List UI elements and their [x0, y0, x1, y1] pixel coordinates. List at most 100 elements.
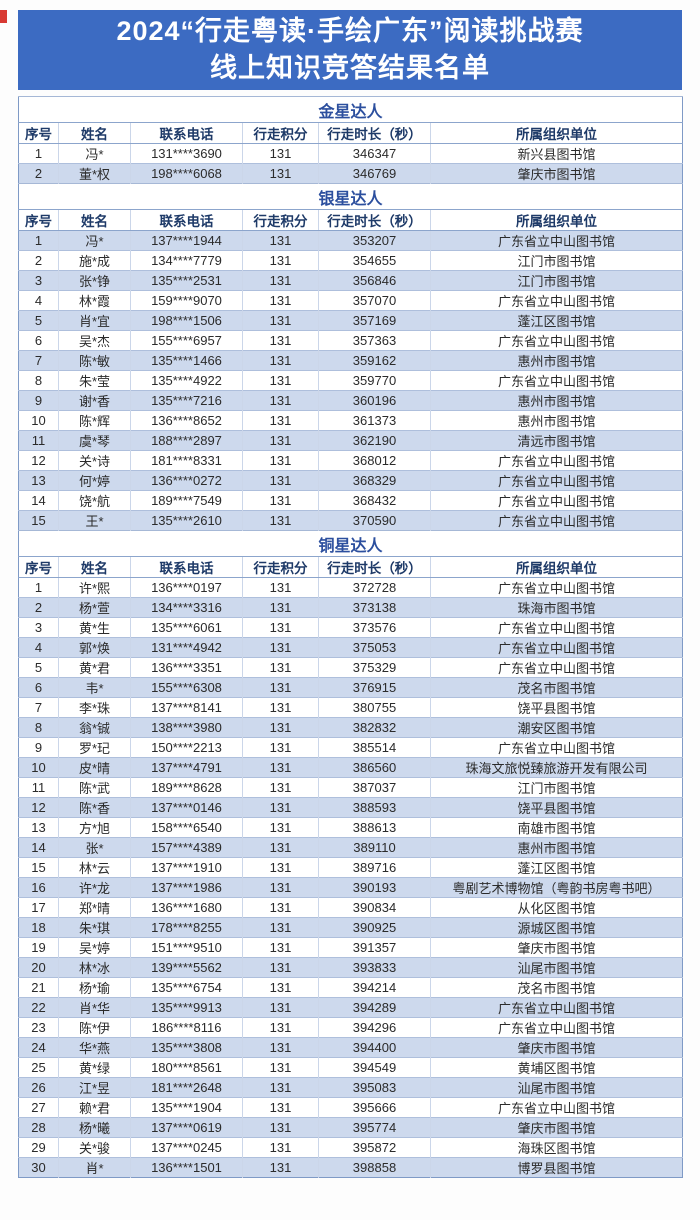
table-row: 2 施*成 134****7779 131 354655 江门市图书馆 — [18, 250, 683, 271]
cell-index: 12 — [18, 797, 59, 818]
cell-name: 肖*华 — [58, 997, 131, 1018]
table-row: 9 谢*香 135****7216 131 360196 惠州市图书馆 — [18, 390, 683, 411]
cell-points: 131 — [242, 270, 319, 291]
cell-name: 吴*婷 — [58, 937, 131, 958]
cell-points: 131 — [242, 997, 319, 1018]
results-table-container: 金星达人 序号 姓名 联系电话 行走积分 行走时长（秒） 所属组织单位 1 冯* 131****3… — [18, 96, 684, 1178]
table-row: 8 翁*铖 138****3980 131 382832 潮安区图书馆 — [18, 717, 683, 738]
column-header: 姓名 — [58, 122, 131, 144]
cell-index: 4 — [18, 290, 59, 311]
cell-org: 汕尾市图书馆 — [429, 1077, 683, 1098]
table-row: 1 许*熙 136****0197 131 372728 广东省立中山图书馆 — [18, 577, 683, 598]
cell-org: 广东省立中山图书馆 — [429, 737, 683, 758]
cell-index: 17 — [18, 897, 59, 918]
table-row: 29 关*骏 137****0245 131 395872 海珠区图书馆 — [18, 1137, 683, 1158]
cell-index: 24 — [18, 1037, 59, 1058]
cell-org: 饶平县图书馆 — [429, 797, 683, 818]
column-header: 行走积分 — [242, 556, 319, 578]
cell-org: 蓬江区图书馆 — [429, 310, 683, 331]
cell-points: 131 — [242, 737, 319, 758]
cell-duration: 368432 — [318, 490, 431, 511]
cell-duration: 395774 — [318, 1117, 431, 1138]
cell-points: 131 — [242, 877, 319, 898]
cell-org: 广东省立中山图书馆 — [429, 617, 683, 638]
cell-points: 131 — [242, 350, 319, 371]
cell-phone: 137****1986 — [130, 877, 243, 898]
cell-duration: 359770 — [318, 370, 431, 391]
cell-phone: 135****2531 — [130, 270, 243, 291]
cell-org: 惠州市图书馆 — [429, 350, 683, 371]
cell-phone: 159****9070 — [130, 290, 243, 311]
table-row: 6 韦* 155****6308 131 376915 茂名市图书馆 — [18, 677, 683, 698]
cell-org: 肇庆市图书馆 — [429, 163, 683, 184]
cell-duration: 395083 — [318, 1077, 431, 1098]
cell-duration: 353207 — [318, 230, 431, 251]
cell-points: 131 — [242, 143, 319, 164]
cell-index: 10 — [18, 757, 59, 778]
table-row: 7 陈*敏 135****1466 131 359162 惠州市图书馆 — [18, 350, 683, 371]
cell-duration: 390193 — [318, 877, 431, 898]
cell-phone: 137****1944 — [130, 230, 243, 251]
cell-name: 王* — [58, 510, 131, 531]
cell-name: 陈*武 — [58, 777, 131, 798]
cell-duration: 388593 — [318, 797, 431, 818]
cell-duration: 356846 — [318, 270, 431, 291]
cell-points: 131 — [242, 230, 319, 251]
cell-name: 施*成 — [58, 250, 131, 271]
cell-index: 7 — [18, 697, 59, 718]
cell-duration: 385514 — [318, 737, 431, 758]
cell-org: 从化区图书馆 — [429, 897, 683, 918]
cell-points: 131 — [242, 310, 319, 331]
cell-phone: 135****1466 — [130, 350, 243, 371]
cell-org: 饶平县图书馆 — [429, 697, 683, 718]
cell-phone: 136****1680 — [130, 897, 243, 918]
cell-org: 惠州市图书馆 — [429, 390, 683, 411]
table-row: 5 肖*宜 198****1506 131 357169 蓬江区图书馆 — [18, 310, 683, 331]
cell-duration: 359162 — [318, 350, 431, 371]
table-row: 13 方*旭 158****6540 131 388613 南雄市图书馆 — [18, 817, 683, 838]
cell-points: 131 — [242, 250, 319, 271]
cell-points: 131 — [242, 1037, 319, 1058]
cell-name: 林*冰 — [58, 957, 131, 978]
cell-duration: 390834 — [318, 897, 431, 918]
cell-phone: 136****0272 — [130, 470, 243, 491]
cell-name: 朱*琪 — [58, 917, 131, 938]
cell-points: 131 — [242, 163, 319, 184]
cell-name: 赖*君 — [58, 1097, 131, 1118]
table-row: 16 许*龙 137****1986 131 390193 粤剧艺术博物馆（粤韵书房粤书吧… — [18, 877, 683, 898]
column-header-row: 序号 姓名 联系电话 行走积分 行走时长（秒） 所属组织单位 — [18, 556, 683, 578]
table-row: 14 饶*航 189****7549 131 368432 广东省立中山图书馆 — [18, 490, 683, 511]
cell-points: 131 — [242, 697, 319, 718]
cell-phone: 189****8628 — [130, 777, 243, 798]
table-row: 28 杨*曦 137****0619 131 395774 肇庆市图书馆 — [18, 1117, 683, 1138]
cell-org: 广东省立中山图书馆 — [429, 450, 683, 471]
table-row: 11 陈*武 189****8628 131 387037 江门市图书馆 — [18, 777, 683, 798]
cell-phone: 137****4791 — [130, 757, 243, 778]
cell-name: 郑*晴 — [58, 897, 131, 918]
cell-index: 1 — [18, 230, 59, 251]
cell-name: 张* — [58, 837, 131, 858]
column-header-row: 序号 姓名 联系电话 行走积分 行走时长（秒） 所属组织单位 — [18, 122, 683, 144]
cell-phone: 135****9913 — [130, 997, 243, 1018]
cell-index: 29 — [18, 1137, 59, 1158]
cell-name: 冯* — [58, 143, 131, 164]
table-row: 5 黄*君 136****3351 131 375329 广东省立中山图书馆 — [18, 657, 683, 678]
cell-name: 冯* — [58, 230, 131, 251]
cell-phone: 180****8561 — [130, 1057, 243, 1078]
cell-name: 董*权 — [58, 163, 131, 184]
cell-index: 9 — [18, 390, 59, 411]
cell-name: 皮*晴 — [58, 757, 131, 778]
cell-duration: 394400 — [318, 1037, 431, 1058]
cell-name: 陈*辉 — [58, 410, 131, 431]
cell-name: 关*骏 — [58, 1137, 131, 1158]
cell-duration: 394289 — [318, 997, 431, 1018]
cell-points: 131 — [242, 817, 319, 838]
cell-index: 2 — [18, 250, 59, 271]
cell-org: 江门市图书馆 — [429, 270, 683, 291]
cell-phone: 137****0619 — [130, 1117, 243, 1138]
column-header: 序号 — [18, 209, 59, 231]
cell-index: 6 — [18, 330, 59, 351]
cell-org: 广东省立中山图书馆 — [429, 290, 683, 311]
cell-points: 131 — [242, 470, 319, 491]
cell-index: 3 — [18, 270, 59, 291]
